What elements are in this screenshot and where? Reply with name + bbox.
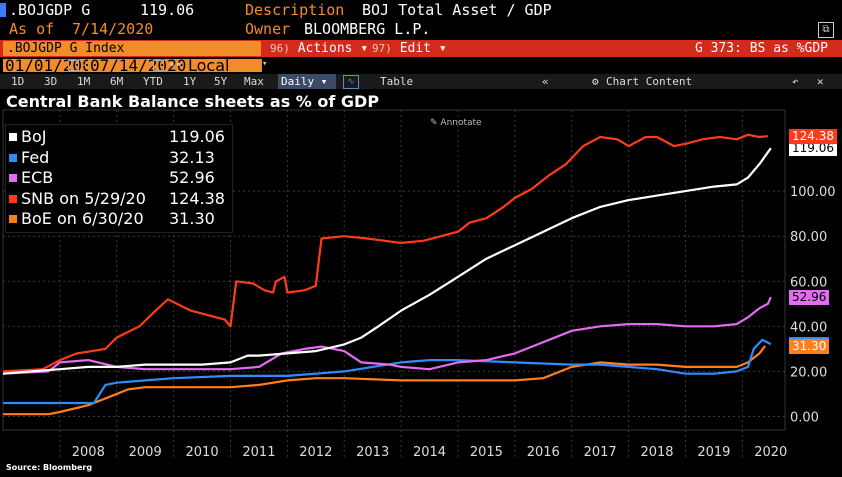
y-tick-label: 60.00 [790, 275, 827, 290]
value-tag-ecb: 52.96 [789, 290, 830, 306]
external-window-icon[interactable]: ⧉ [818, 22, 834, 38]
x-tick-label: 2008 [72, 445, 105, 460]
x-tick-label: 2009 [129, 445, 162, 460]
owner-value: BLOOMBERG L.P. [304, 20, 431, 38]
ticker-marker [0, 3, 6, 17]
undo-icon[interactable]: ↶ [792, 75, 799, 88]
legend-value: 124.38 [169, 188, 225, 208]
as-of-label: As of [9, 20, 55, 38]
source-note: Source: Bloomberg [6, 463, 93, 472]
edit-number: 97) [372, 42, 392, 55]
header-row-1: .BOJGDP G 119.06 Description BOJ Total A… [0, 0, 842, 20]
line-chart-icon[interactable]: ∿ [343, 75, 359, 89]
start-calendar-icon[interactable] [68, 60, 79, 71]
legend-name: BoJ [21, 127, 47, 146]
value-tag-boe: 31.30 [789, 338, 830, 354]
legend-name: BoE on 6/30/20 [21, 209, 144, 228]
currency-dropdown-icon[interactable]: ▾ [262, 59, 268, 69]
actions-number: 96) [270, 42, 290, 55]
legend-value: 52.96 [169, 168, 215, 187]
chart-title: Central Bank Balance sheets as % of GDP [6, 92, 380, 111]
x-axis-band [0, 432, 842, 460]
ticker-symbol[interactable]: .BOJGDP G [9, 1, 91, 19]
as-of-date: 7/14/2020 [72, 20, 154, 38]
series-line-fed [3, 338, 772, 405]
settings-gear-icon[interactable]: ⚙ [592, 75, 599, 88]
tf-1y[interactable]: 1Y [183, 75, 197, 88]
y-tick-label: 80.00 [790, 230, 827, 245]
edit-label: Edit ▾ [399, 41, 447, 56]
legend-swatch [9, 215, 17, 223]
legend-swatch [9, 133, 17, 141]
y-tick-label: 40.00 [790, 320, 827, 335]
series-line-snb [2, 133, 769, 373]
owner-label: Owner [245, 20, 291, 38]
chart-legend: BoJ 119.06 Fed 32.13 ECB 52.96 SNB on 5/29/20 1… [5, 124, 233, 233]
x-tick-label: 2013 [356, 445, 389, 460]
period-back-icon[interactable]: ◂ [168, 57, 175, 70]
edit-button[interactable]: 97) Edit ▾ [372, 40, 447, 57]
actions-label: Actions ▾ [297, 41, 369, 56]
x-tick-label: 2020 [754, 445, 787, 460]
security-index-box[interactable]: .BOJGDP G Index [3, 41, 261, 56]
chart-function-label[interactable]: G 373: BS as %GDP [694, 41, 828, 56]
x-tick-label: 2011 [242, 445, 275, 460]
period-forward-icon[interactable]: ▸ [176, 57, 183, 70]
collapse-icon[interactable]: « [542, 75, 549, 88]
description-value: BOJ Total Asset / GDP [362, 1, 552, 19]
date-dash: - [81, 58, 88, 71]
y-tick-label: 0.00 [790, 410, 819, 425]
tf-3d[interactable]: 3D [44, 75, 58, 88]
annotate-pencil-icon: ✎ [430, 118, 441, 128]
y-tick-label: 100.00 [790, 185, 836, 200]
close-icon[interactable]: ✕ [817, 75, 824, 88]
tf-max[interactable]: Max [244, 75, 264, 88]
legend-swatch [9, 194, 17, 203]
tf-6m[interactable]: 6M [110, 75, 124, 88]
annotate-button[interactable]: ✎ Annotate [430, 118, 482, 128]
last-price: 119.06 [140, 1, 195, 19]
legend-value: 119.06 [169, 127, 225, 146]
series-line-boe [3, 345, 766, 416]
tf-ytd[interactable]: YTD [143, 75, 163, 88]
x-tick-label: 2018 [640, 445, 673, 460]
actions-button[interactable]: 96) Actions ▾ [270, 40, 368, 57]
legend-value: 32.13 [169, 147, 215, 167]
series-line-boj [2, 147, 772, 375]
tf-1m[interactable]: 1M [77, 75, 91, 88]
x-tick-label: 2016 [527, 445, 560, 460]
x-tick-label: 2019 [697, 445, 730, 460]
tf-5y[interactable]: 5Y [214, 75, 228, 88]
legend-value: 31.30 [169, 209, 215, 228]
table-toggle[interactable]: Table [380, 75, 414, 88]
description-label: Description [245, 1, 345, 19]
legend-name: Fed [21, 147, 50, 167]
y-tick-label: 20.00 [790, 365, 827, 380]
legend-swatch [9, 153, 17, 162]
legend-name: ECB [21, 168, 54, 187]
x-tick-label: 2015 [470, 445, 503, 460]
timeframe-bar [0, 74, 842, 89]
legend-name: SNB on 5/29/20 [21, 188, 146, 208]
periodicity-select[interactable]: Daily ▾ [278, 74, 336, 89]
x-tick-label: 2014 [413, 445, 446, 460]
tf-1d[interactable]: 1D [11, 75, 25, 88]
end-calendar-icon[interactable] [153, 60, 164, 71]
legend-swatch [9, 174, 17, 182]
x-tick-label: 2010 [186, 445, 219, 460]
series-line-ecb [2, 296, 772, 375]
annotate-label: Annotate [440, 118, 482, 128]
x-tick-label: 2012 [299, 445, 332, 460]
chart-content-button[interactable]: Chart Content [606, 75, 693, 88]
value-tag-snb: 124.38 [789, 129, 837, 145]
x-tick-label: 2017 [584, 445, 617, 460]
